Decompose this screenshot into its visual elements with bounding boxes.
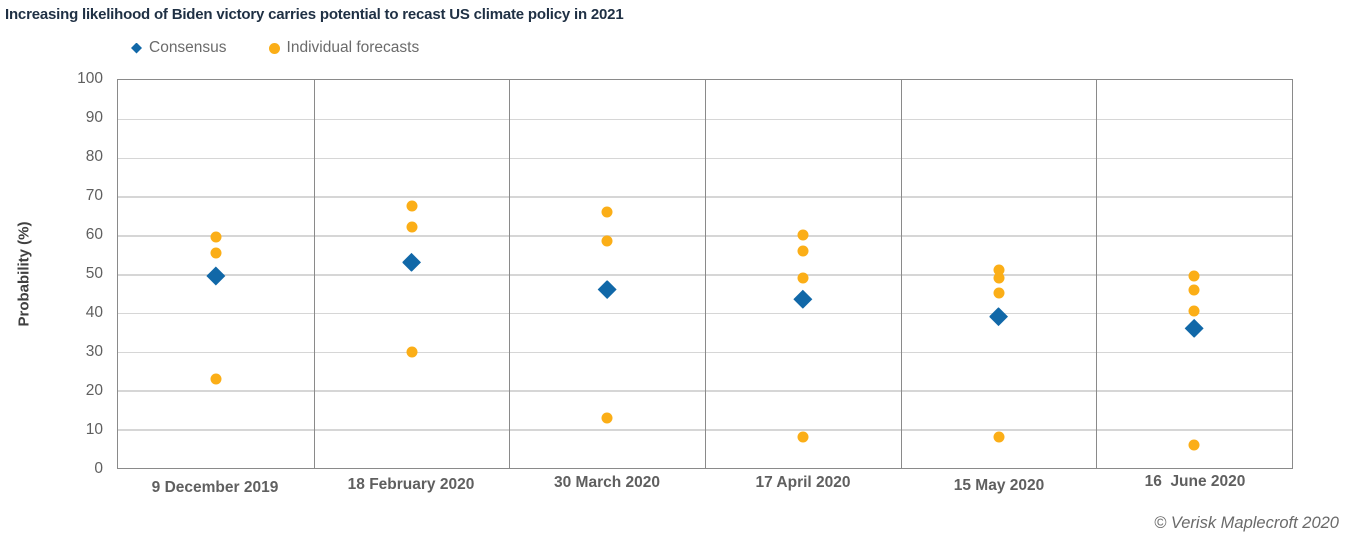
y-tick-label: 70	[85, 187, 103, 204]
y-tick-label: 30	[85, 343, 103, 360]
forecast-dot	[210, 247, 222, 259]
y-axis-ticks: 0 10 20 30 40 50 60 70 80 90 100	[0, 70, 103, 477]
column-separator	[705, 80, 706, 468]
consensus-diamond	[989, 307, 1008, 327]
forecast-dot	[601, 412, 613, 424]
consensus-diamond	[597, 280, 617, 300]
plot-area	[117, 79, 1293, 469]
legend-item-consensus: Consensus	[131, 39, 227, 57]
consensus-diamond	[402, 252, 421, 272]
legend: Consensus Individual forecasts	[131, 39, 419, 57]
y-tick-label: 60	[85, 226, 103, 243]
legend-item-individual-forecasts: Individual forecasts	[268, 39, 420, 57]
legend-label-individual-forecasts: Individual forecasts	[286, 39, 420, 56]
column-separator	[900, 80, 902, 468]
column-separator	[1096, 80, 1098, 468]
forecast-dot	[993, 431, 1004, 443]
forecast-dot	[797, 272, 809, 284]
column-separator	[509, 80, 511, 468]
forecast-dot	[993, 264, 1004, 276]
consensus-diamond	[1184, 318, 1204, 338]
y-tick-label: 10	[85, 421, 103, 438]
forecast-dot	[406, 221, 417, 233]
forecast-dot	[993, 287, 1004, 299]
y-tick-label: 0	[94, 460, 103, 477]
y-tick-label: 20	[85, 382, 103, 399]
x-axis-label: 18 February 2020	[347, 476, 475, 493]
forecast-dot	[601, 235, 613, 247]
x-axis-label: 15 May 2020	[953, 477, 1045, 494]
consensus-diamond-icon	[131, 42, 142, 54]
consensus-diamond	[206, 266, 226, 286]
y-tick-label: 100	[77, 70, 103, 87]
forecast-dot	[797, 245, 809, 257]
forecast-dot	[993, 272, 1004, 284]
y-tick-label: 50	[85, 265, 103, 282]
consensus-diamond	[793, 289, 813, 309]
forecast-dot	[1188, 439, 1200, 451]
y-tick-label: 90	[85, 109, 103, 126]
forecast-dot	[797, 229, 809, 241]
y-tick-label: 40	[85, 304, 103, 321]
x-axis-label: 9 December 2019	[151, 479, 279, 496]
x-axis-label: 30 March 2020	[554, 474, 660, 491]
y-tick-label: 80	[85, 148, 103, 165]
x-axis-label: 16 June 2020	[1144, 473, 1246, 490]
chart-title: Increasing likelihood of Biden victory c…	[5, 6, 624, 23]
forecast-dot	[210, 373, 222, 385]
forecast-dot	[406, 346, 417, 358]
legend-label-consensus: Consensus	[149, 39, 227, 56]
forecast-dot	[601, 206, 613, 218]
forecast-dot	[1188, 305, 1200, 317]
column-separator	[313, 80, 315, 468]
forecast-dot	[797, 431, 809, 443]
forecast-dot	[406, 200, 417, 212]
forecast-dot	[1188, 270, 1200, 282]
forecast-dot-icon	[268, 42, 280, 54]
forecast-dot	[210, 231, 222, 243]
forecast-dot	[1188, 284, 1200, 296]
x-axis-labels: 9 December 2019 18 February 2020 30 March …	[117, 473, 1293, 503]
x-axis-label: 17 April 2020	[755, 474, 851, 491]
copyright: © Verisk Maplecroft 2020	[1154, 514, 1339, 532]
